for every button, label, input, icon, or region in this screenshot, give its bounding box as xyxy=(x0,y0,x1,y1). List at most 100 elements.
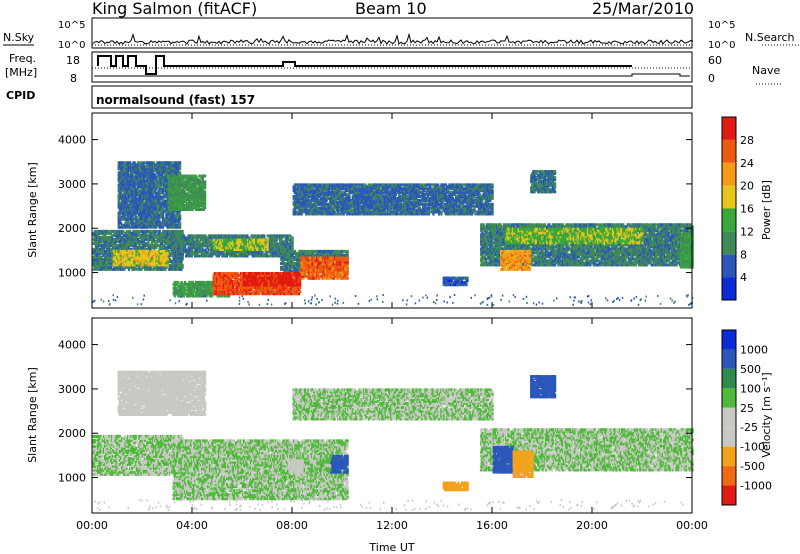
heatmap-cell xyxy=(220,282,223,286)
heatmap-cell xyxy=(240,248,243,251)
heatmap-cell xyxy=(110,235,114,239)
heatmap-cell xyxy=(108,265,111,269)
heatmap-cell xyxy=(106,263,109,267)
heatmap-cell xyxy=(108,249,111,253)
heatmap-cell xyxy=(178,240,181,244)
heatmap-cell xyxy=(208,290,211,294)
heatmap-cell xyxy=(241,236,244,240)
heatmap-cell xyxy=(225,254,229,258)
heatmap-cell xyxy=(211,242,214,246)
heatmap-cell xyxy=(206,250,209,254)
heatmap-cell xyxy=(286,244,290,248)
heatmap-cell xyxy=(160,245,164,249)
heatmap-cell xyxy=(188,280,191,284)
heatmap-cell xyxy=(203,236,206,240)
heatmap-cell xyxy=(223,286,227,290)
heatmap-cell xyxy=(177,280,180,284)
heatmap-cell xyxy=(130,231,133,235)
noise-tick-top-left: 10^5 xyxy=(58,20,85,31)
heatmap-cell xyxy=(241,240,244,244)
heatmap-cell xyxy=(166,243,169,247)
heatmap-cell xyxy=(214,284,218,288)
heatmap-cell xyxy=(138,231,141,235)
heatmap-cell xyxy=(167,263,171,267)
heatmap-cell xyxy=(181,240,184,244)
heatmap-cell xyxy=(251,240,254,244)
heatmap-cell xyxy=(289,240,292,244)
heatmap-cell xyxy=(134,243,137,247)
heatmap-cell xyxy=(166,229,169,233)
heatmap-cell xyxy=(263,234,266,238)
heatmap-cell xyxy=(230,250,233,254)
heatmap-cell xyxy=(264,242,267,246)
heatmap-cell xyxy=(223,290,227,294)
heatmap-cell xyxy=(117,229,120,233)
heatmap-cell xyxy=(178,229,181,233)
heatmap-cell xyxy=(260,242,263,246)
heatmap-cell xyxy=(160,267,164,271)
heatmap-cell xyxy=(106,237,109,241)
heatmap-cell xyxy=(94,257,98,261)
heatmap-cell xyxy=(291,262,294,265)
heatmap-cell xyxy=(175,282,179,286)
heatmap-cell xyxy=(266,242,269,246)
heatmap-cell xyxy=(140,235,143,239)
heatmap-cell xyxy=(297,260,300,263)
heatmap-cell xyxy=(151,233,155,237)
heatmap-cell xyxy=(297,251,300,255)
heatmap-cell xyxy=(199,288,202,292)
heatmap-cell xyxy=(320,253,323,257)
freq-trace xyxy=(97,55,632,75)
heatmap-cell xyxy=(156,251,159,255)
heatmap-cell xyxy=(301,251,305,255)
heatmap-cell xyxy=(126,243,129,247)
heatmap-cell xyxy=(220,274,223,278)
heatmap-cell xyxy=(97,261,100,265)
heatmap-cell xyxy=(119,267,123,271)
heatmap-cell xyxy=(281,240,284,244)
heatmap-cell xyxy=(333,253,337,257)
heatmap-cell xyxy=(108,245,111,249)
heatmap-cell xyxy=(180,259,183,263)
heatmap-cell xyxy=(164,231,167,235)
heatmap-cell xyxy=(108,239,111,243)
heatmap-cell xyxy=(246,236,249,240)
heatmap-cell xyxy=(284,266,287,269)
heatmap-cell xyxy=(134,229,137,233)
heatmap-cell xyxy=(243,240,246,244)
heatmap-cell xyxy=(149,231,152,235)
heatmap-cell xyxy=(227,278,230,282)
heatmap-cell xyxy=(121,261,124,265)
heatmap-cell xyxy=(277,250,281,254)
heatmap-cell xyxy=(106,243,109,247)
heatmap-cell xyxy=(175,292,179,296)
heatmap-cell xyxy=(128,249,131,253)
heatmap-cell xyxy=(228,246,231,250)
heatmap-cell xyxy=(114,259,118,263)
heatmap-cell xyxy=(166,261,169,265)
heatmap-cell xyxy=(217,276,220,280)
heatmap-cell xyxy=(258,254,261,258)
heatmap-cell xyxy=(256,254,259,258)
heatmap-cell xyxy=(117,231,120,235)
heatmap-cell xyxy=(246,246,250,250)
heatmap-cell xyxy=(94,251,98,255)
heatmap-cell xyxy=(238,246,242,250)
heatmap-cell xyxy=(161,261,165,265)
heatmap-cell xyxy=(170,251,173,255)
heatmap-cell xyxy=(133,259,136,263)
heatmap-cell xyxy=(331,249,334,253)
heatmap-cell xyxy=(181,265,184,269)
heatmap-cell xyxy=(102,247,106,251)
heatmap-cell xyxy=(196,234,199,238)
heatmap-cell xyxy=(149,257,152,261)
heatmap-cell xyxy=(266,240,269,244)
heatmap-cell xyxy=(346,256,349,260)
heatmap-cell xyxy=(112,255,115,259)
heatmap-cell xyxy=(121,253,124,257)
heatmap-cell xyxy=(160,237,164,241)
heatmap-cell xyxy=(123,241,126,245)
heatmap-cell xyxy=(337,249,340,253)
heatmap-cell xyxy=(166,255,169,259)
heatmap-cell xyxy=(140,229,143,233)
